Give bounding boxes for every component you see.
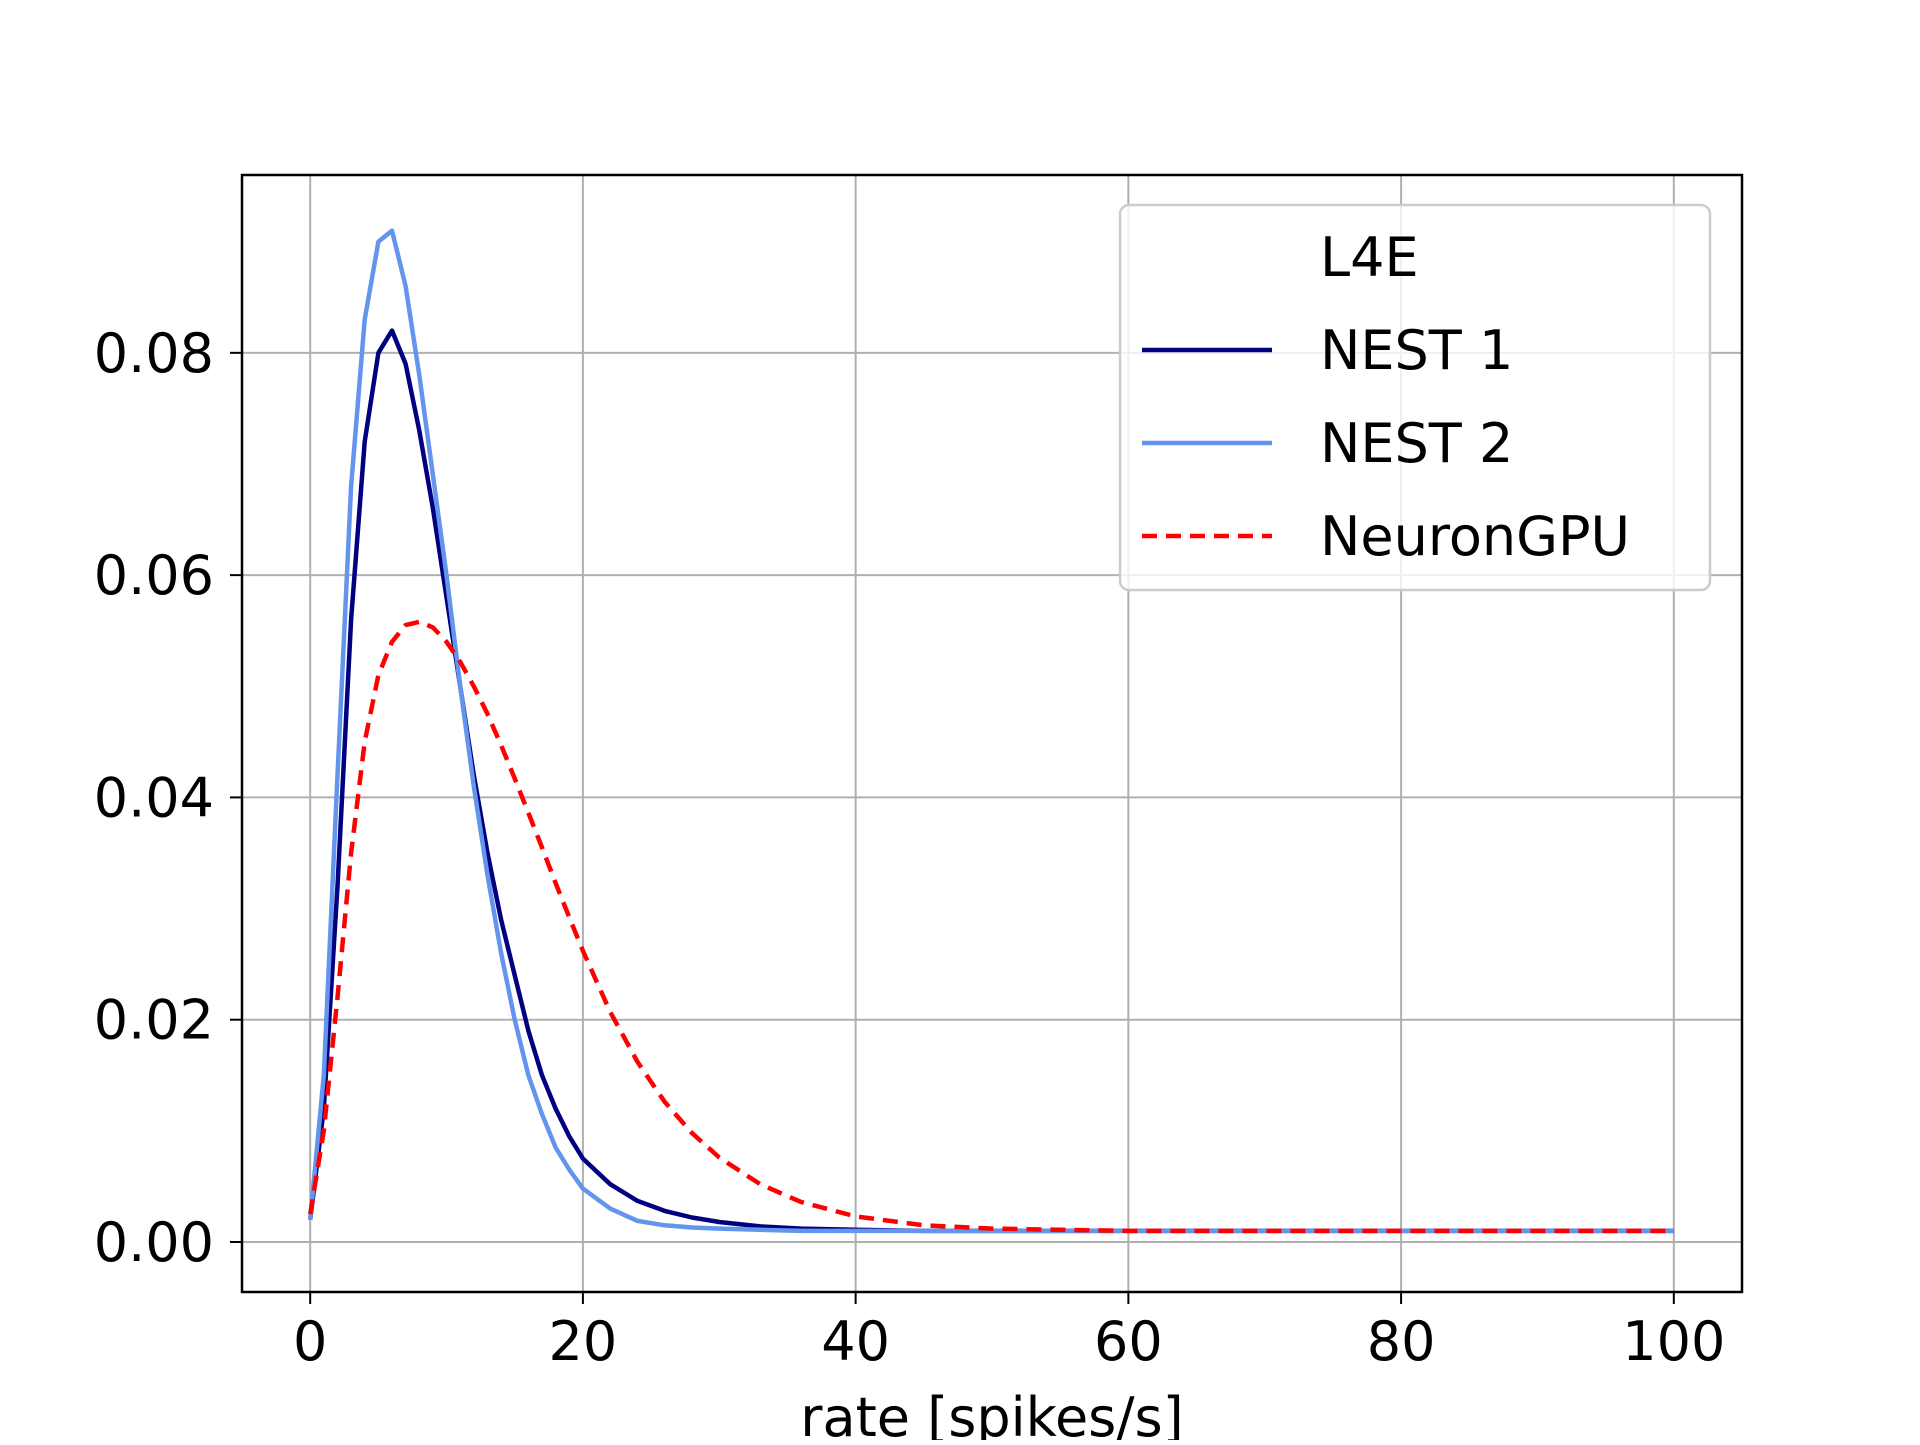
x-tick-label: 60 xyxy=(1094,1310,1163,1373)
series-line-nest-2 xyxy=(307,228,1674,1234)
x-tick-label: 40 xyxy=(821,1310,890,1373)
x-tick-label: 80 xyxy=(1367,1310,1436,1373)
y-tick-label: 0.00 xyxy=(94,1211,214,1274)
axis-ticks: 0 20 40 60 80 100 0.00 0.02 0.04 0.06 0.08 xyxy=(94,322,1726,1373)
legend-entry-label: NEST 2 xyxy=(1320,412,1513,475)
x-tick-label: 20 xyxy=(549,1310,618,1373)
legend: L4E NEST 1 NEST 2 NeuronGPU xyxy=(1118,203,1712,592)
y-tick-label: 0.06 xyxy=(94,544,214,607)
legend-entry-label: NEST 1 xyxy=(1320,319,1513,382)
legend-box xyxy=(1118,203,1712,592)
y-tick-label: 0.08 xyxy=(94,322,214,385)
series-lines xyxy=(307,228,1674,1234)
legend-title: L4E xyxy=(1320,226,1419,289)
plot-frame xyxy=(240,173,1744,1294)
x-axis-label: rate [spikes/s] xyxy=(800,1386,1183,1440)
series-line-neurongpu xyxy=(307,619,1674,1234)
legend-entry-label: NeuronGPU xyxy=(1320,505,1630,568)
y-tick-label: 0.04 xyxy=(94,766,214,829)
x-tick-label: 0 xyxy=(293,1310,327,1373)
y-tick-label: 0.02 xyxy=(94,989,214,1052)
x-tick-label: 100 xyxy=(1622,1310,1725,1373)
